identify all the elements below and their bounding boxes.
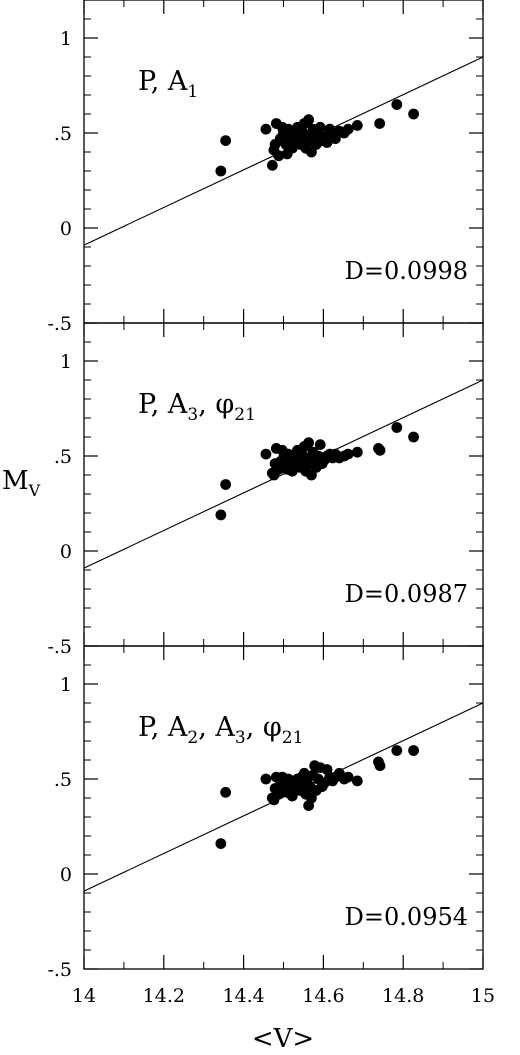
data-point	[286, 790, 298, 802]
data-point	[215, 509, 227, 521]
panel-label: P, A3, φ21	[138, 389, 256, 425]
panel-1: -.50.51P, A1D=0.0998	[47, 0, 484, 335]
x-axis-title: <V>	[252, 1024, 314, 1054]
y-tick-label: 1	[60, 351, 72, 373]
panel-label-subscript: 3	[187, 405, 198, 425]
data-point	[408, 745, 419, 756]
d-value-label: D=0.0987	[345, 580, 468, 608]
data-point	[351, 775, 363, 787]
panel-label-subscript: 1	[187, 82, 198, 102]
panel-label: P, A2, A3, φ21	[138, 712, 303, 748]
panels: -.50.51P, A1D=0.0998-.50.51P, A3, φ21D=0…	[47, 0, 495, 1007]
y-tick-label: .5	[54, 769, 72, 791]
data-point	[351, 446, 363, 458]
data-point	[408, 108, 419, 120]
panel-label-text: P, A	[138, 389, 188, 420]
data-point	[260, 123, 272, 135]
data-point	[321, 137, 333, 148]
y-tick-label: 0	[60, 864, 72, 886]
panel-label-text: , φ	[246, 712, 282, 743]
data-point	[342, 771, 354, 783]
data-point	[374, 760, 386, 772]
data-point	[374, 444, 386, 456]
x-tick-label: 14	[72, 985, 96, 1007]
y-axis-title-sub: V	[28, 481, 41, 500]
data-point	[374, 118, 386, 129]
y-tick-label: -.5	[47, 636, 72, 658]
data-point	[266, 159, 278, 171]
y-axis-title: MV	[2, 466, 41, 500]
x-tick-label: 14.8	[382, 985, 424, 1007]
y-tick-label: 0	[60, 541, 72, 563]
y-tick-label: 0	[60, 218, 72, 240]
panel-2: -.5 0 .5 1 P, A3, φ21 D=0.0987	[47, 322, 484, 658]
panel-label-text: , φ	[198, 389, 234, 420]
panel-label-subscript: 21	[234, 405, 256, 425]
panel-label-subscript: 3	[235, 728, 246, 748]
x-tick-label: 14.4	[222, 985, 264, 1007]
data-point	[220, 479, 232, 490]
x-tick-label: 15	[471, 985, 495, 1007]
data-point	[220, 135, 232, 147]
data-point	[273, 150, 285, 162]
panel-label-text: P, A	[138, 712, 188, 743]
data-point	[215, 838, 227, 849]
data-point	[408, 431, 419, 443]
data-point	[391, 422, 403, 433]
y-tick-label: -.5	[47, 959, 72, 981]
d-value-label: D=0.0954	[345, 903, 468, 931]
panel-label: P, A1	[138, 66, 198, 102]
panel-3: -.5 0 .5 1 P, A2, A3, φ21 D=0.0954	[47, 645, 484, 981]
panel-label-text: P, A	[138, 66, 188, 97]
fit-line	[83, 379, 484, 569]
data-point	[391, 745, 403, 756]
data-point	[342, 123, 354, 135]
data-point	[314, 439, 326, 450]
data-point	[260, 773, 272, 785]
panel-label-subscript: 2	[187, 728, 198, 748]
fit-line	[83, 702, 484, 892]
data-point	[215, 165, 227, 177]
y-tick-label: .5	[54, 446, 72, 468]
data-point	[314, 121, 326, 133]
data-point	[260, 448, 272, 460]
data-point	[342, 448, 354, 460]
panel-label-text: , A	[198, 712, 235, 743]
y-tick-label: -.5	[47, 313, 72, 335]
y-tick-label: .5	[54, 123, 72, 145]
data-point	[391, 99, 403, 110]
x-tick-label: 14.6	[302, 985, 344, 1007]
y-tick-label: 1	[60, 28, 72, 50]
data-point	[303, 114, 315, 126]
d-value-label: D=0.0998	[345, 257, 468, 285]
data-point	[220, 786, 232, 798]
data-point	[303, 437, 315, 449]
x-tick-label: 14.2	[143, 985, 185, 1007]
y-tick-label: 1	[60, 674, 72, 696]
panel-label-subscript: 21	[282, 728, 304, 748]
y-axis-title-main: M	[2, 466, 29, 496]
data-point	[351, 120, 363, 131]
